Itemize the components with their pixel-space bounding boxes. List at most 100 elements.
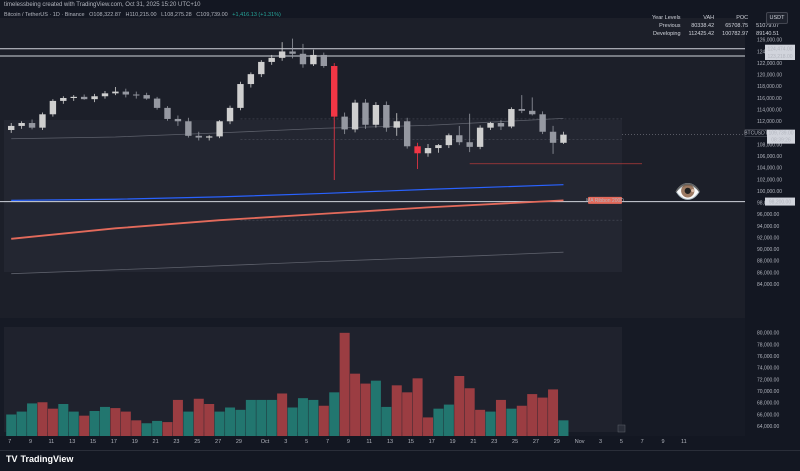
candle-body bbox=[60, 98, 67, 101]
volume-bar bbox=[152, 420, 163, 436]
volume-bar bbox=[433, 408, 444, 436]
volume-bar bbox=[256, 399, 267, 436]
volume-bar bbox=[16, 411, 27, 436]
volume-bar bbox=[475, 409, 486, 436]
volume-bar bbox=[391, 385, 402, 436]
row-label: Previous bbox=[659, 23, 681, 29]
last-price-value: 109,739.00 bbox=[768, 131, 793, 137]
ohlc-close: C109,739.00 bbox=[196, 12, 228, 18]
vah-header: VAH bbox=[703, 15, 715, 21]
candle-body bbox=[133, 94, 140, 96]
price-tick-label: 92,000.00 bbox=[757, 235, 779, 241]
volume-bar bbox=[516, 405, 527, 436]
candle-body bbox=[289, 51, 296, 54]
time-tick-label: 29 bbox=[236, 439, 242, 445]
volume-tick-label: 66,000.00 bbox=[757, 412, 779, 418]
price-tick-label: 84,000.00 bbox=[757, 282, 779, 288]
volume-bar bbox=[68, 411, 79, 436]
volume-bar bbox=[308, 399, 319, 436]
price-tick-label: 120,000.00 bbox=[757, 73, 782, 79]
price-tick-label: 100,000.00 bbox=[757, 189, 782, 195]
symbol-price-tag-text: BTCUSDT bbox=[744, 131, 768, 137]
candle-body bbox=[153, 98, 161, 108]
currency-button[interactable]: USDT bbox=[766, 12, 788, 24]
price-tick-label: 114,000.00 bbox=[757, 107, 782, 113]
time-tick-label: 25 bbox=[512, 439, 518, 445]
time-tick-label: 19 bbox=[449, 439, 455, 445]
candle-body bbox=[383, 104, 390, 128]
volume-bar bbox=[360, 383, 371, 436]
candle-body bbox=[164, 107, 171, 119]
volume-bar bbox=[193, 398, 204, 436]
pane-settings-icon[interactable] bbox=[617, 424, 626, 433]
candle-body bbox=[237, 84, 244, 108]
time-tick-label: 5 bbox=[620, 439, 623, 445]
candle-body bbox=[28, 123, 36, 128]
poc-header: POC bbox=[736, 15, 749, 21]
volume-bar bbox=[131, 420, 142, 436]
table-row: Previous 80338.42 65708.75 51079.07 bbox=[648, 22, 783, 30]
volume-bar bbox=[402, 392, 413, 436]
candle-body bbox=[70, 96, 77, 98]
volume-bar bbox=[412, 378, 423, 436]
bar-countdown: 08:39:26 bbox=[771, 138, 791, 144]
candle-body bbox=[320, 54, 328, 66]
price-tick-label: 116,000.00 bbox=[757, 96, 782, 102]
candle-body bbox=[435, 145, 442, 149]
volume-bar bbox=[27, 403, 38, 436]
blue-ma-line bbox=[11, 184, 564, 201]
table-row: Developing 112425.42 100782.97 89140.51 bbox=[648, 30, 783, 38]
time-tick-label: 13 bbox=[69, 439, 75, 445]
poc-value: 65708.75 bbox=[725, 23, 749, 29]
candle-body bbox=[268, 57, 275, 62]
volume-bar bbox=[141, 423, 152, 436]
price-tick-label: 122,000.00 bbox=[757, 61, 782, 67]
ma-label-badge bbox=[588, 196, 622, 204]
volume-bar bbox=[235, 409, 246, 436]
candle-body bbox=[299, 53, 307, 65]
candle-body bbox=[414, 146, 421, 154]
time-tick-label: 23 bbox=[173, 439, 179, 445]
symbol-name[interactable]: Bitcoin / TetherUS · 1D · Binance bbox=[4, 12, 85, 18]
volume-bar bbox=[297, 398, 308, 436]
candle-body bbox=[424, 148, 432, 154]
candle-body bbox=[216, 121, 223, 137]
volume-bar bbox=[204, 404, 215, 436]
volume-bar bbox=[558, 420, 569, 436]
candle-body bbox=[351, 102, 359, 130]
ohlc-low: L108,275.28 bbox=[161, 12, 192, 18]
candle-body bbox=[497, 123, 505, 127]
candle-body bbox=[403, 121, 411, 147]
candle-body bbox=[39, 114, 46, 128]
volume-bar bbox=[495, 399, 506, 436]
ohlc-open: O108,322.87 bbox=[89, 12, 121, 18]
volume-bar bbox=[464, 388, 475, 436]
price-chart[interactable]: MA Ribbon 200D126,000.00124,000.00122,00… bbox=[0, 0, 800, 450]
price-tick-label: 86,000.00 bbox=[757, 270, 779, 276]
volume-bar bbox=[120, 411, 131, 436]
candle-body bbox=[560, 134, 567, 143]
poc-value: 100782.97 bbox=[722, 31, 749, 37]
time-tick-label: 19 bbox=[132, 439, 138, 445]
price-tick-label: 106,000.00 bbox=[757, 154, 782, 160]
volume-bar bbox=[99, 406, 110, 436]
time-tick-label: Nov bbox=[575, 439, 585, 445]
candle-body bbox=[508, 109, 515, 127]
tradingview-logo-icon: TV bbox=[6, 454, 18, 464]
volume-bar bbox=[266, 399, 277, 436]
candle-body bbox=[362, 102, 369, 125]
ohlc-change: +1,416.13 (+1.31%) bbox=[232, 12, 281, 18]
chart-credit-header: timelessbeing created with TradingView.c… bbox=[4, 2, 201, 8]
time-axis-background bbox=[0, 436, 800, 450]
vah-value: 112425.42 bbox=[688, 31, 715, 37]
volume-bar bbox=[172, 399, 183, 436]
time-tick-label: 17 bbox=[111, 439, 117, 445]
candle-body bbox=[529, 110, 536, 115]
volume-bar bbox=[277, 393, 288, 436]
level-price-text: 123,218.00 bbox=[767, 54, 792, 60]
candle-body bbox=[476, 127, 484, 147]
time-tick-label: 7 bbox=[326, 439, 329, 445]
level-price-text: 98,200.00 bbox=[769, 199, 791, 205]
volume-tick-label: 76,000.00 bbox=[757, 354, 779, 360]
tradingview-logo[interactable]: TV TradingView bbox=[6, 454, 74, 464]
